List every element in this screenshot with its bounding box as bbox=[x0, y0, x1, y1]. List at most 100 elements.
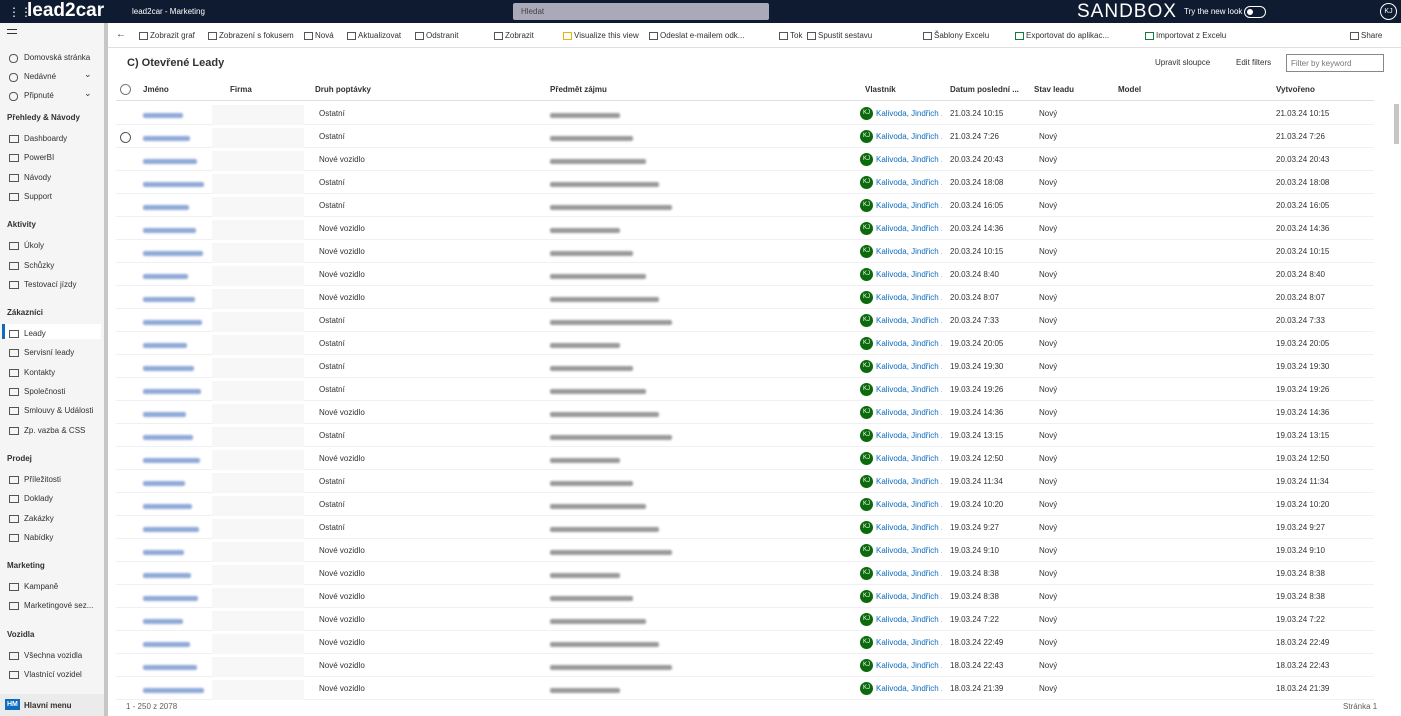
owner[interactable]: Kalivoda, Jindřich ... bbox=[876, 155, 942, 164]
name-blurred[interactable] bbox=[143, 389, 201, 394]
toolbar-button[interactable]: Aktualizovat bbox=[358, 31, 402, 40]
name-blurred[interactable] bbox=[143, 596, 198, 601]
name-blurred[interactable] bbox=[143, 619, 183, 624]
owner[interactable]: Kalivoda, Jindřich ... bbox=[876, 178, 942, 187]
name-blurred[interactable] bbox=[143, 504, 192, 509]
chevron[interactable]: ⌄ bbox=[84, 69, 92, 79]
name-blurred[interactable] bbox=[143, 665, 197, 670]
name-blurred[interactable] bbox=[143, 297, 195, 302]
hamburger[interactable] bbox=[7, 29, 17, 34]
nav-item[interactable]: Společnosti bbox=[24, 387, 66, 396]
name-blurred[interactable] bbox=[143, 458, 200, 463]
nav-item[interactable]: Support bbox=[24, 191, 53, 201]
name-blurred[interactable] bbox=[143, 228, 196, 233]
nav-item[interactable]: Kontakty bbox=[24, 367, 56, 377]
name-blurred[interactable] bbox=[143, 435, 193, 440]
nav-item[interactable]: Smlouvy & Události bbox=[24, 406, 94, 416]
toolbar-button[interactable]: Exportovat do aplikac... bbox=[1026, 31, 1110, 40]
name-blurred[interactable] bbox=[143, 573, 191, 578]
name-blurred[interactable] bbox=[143, 481, 185, 486]
nav-item[interactable]: Schůzky bbox=[24, 260, 55, 270]
name-blurred[interactable] bbox=[143, 136, 190, 141]
owner[interactable]: Kalivoda, Jindřich ... bbox=[876, 293, 942, 302]
nav-item[interactable]: Příležitosti bbox=[24, 474, 61, 484]
toolbar-button[interactable]: Odstranit bbox=[426, 31, 459, 40]
nav-item[interactable]: Nabídky bbox=[24, 532, 54, 542]
owner[interactable]: Kalivoda, Jindřich ... bbox=[876, 385, 942, 394]
owner[interactable]: Kalivoda, Jindřich ... bbox=[876, 546, 942, 555]
toolbar-button[interactable]: Spustit sestavu bbox=[818, 31, 873, 40]
column-header[interactable]: Předmět zájmu bbox=[550, 85, 607, 94]
edit-columns[interactable]: Upravit sloupce bbox=[1155, 58, 1211, 67]
column-header[interactable]: Firma bbox=[230, 85, 252, 94]
waffle[interactable]: ⋮⋮ bbox=[8, 5, 32, 19]
column-header[interactable]: Datum poslední ... bbox=[950, 85, 1019, 94]
toggle[interactable] bbox=[1244, 6, 1266, 18]
name-blurred[interactable] bbox=[143, 251, 203, 256]
nav-item[interactable]: Zakázky bbox=[24, 513, 54, 523]
owner[interactable]: Kalivoda, Jindřich ... bbox=[876, 592, 942, 601]
nav-item[interactable]: Připnuté bbox=[24, 91, 54, 100]
app-logo[interactable]: lead2car bbox=[27, 0, 105, 21]
owner[interactable]: Kalivoda, Jindřich ... bbox=[876, 684, 942, 693]
owner[interactable]: Kalivoda, Jindřich ... bbox=[876, 454, 942, 463]
owner[interactable]: Kalivoda, Jindřich ... bbox=[876, 615, 942, 624]
toolbar-button[interactable]: Share bbox=[1361, 31, 1383, 40]
nav-item[interactable]: Návody bbox=[24, 172, 52, 182]
owner[interactable]: Kalivoda, Jindřich ... bbox=[876, 224, 942, 233]
name-blurred[interactable] bbox=[143, 688, 204, 693]
name-blurred[interactable] bbox=[143, 205, 189, 210]
nav-item[interactable]: Dashboardy bbox=[24, 134, 68, 143]
name-blurred[interactable] bbox=[143, 274, 188, 279]
column-header[interactable]: Vlastník bbox=[865, 85, 896, 94]
area-label[interactable]: Hlavní menu bbox=[24, 701, 72, 710]
nav-item[interactable]: PowerBI bbox=[24, 153, 55, 163]
owner[interactable]: Kalivoda, Jindřich ... bbox=[876, 661, 942, 670]
owner[interactable]: Kalivoda, Jindřich ... bbox=[876, 408, 942, 417]
owner[interactable]: Kalivoda, Jindřich ... bbox=[876, 109, 942, 118]
name-blurred[interactable] bbox=[143, 527, 199, 532]
name-blurred[interactable] bbox=[143, 642, 190, 647]
nav-item[interactable]: Servisní leady bbox=[24, 348, 75, 358]
name-blurred[interactable] bbox=[143, 113, 183, 118]
name-blurred[interactable] bbox=[143, 412, 186, 417]
owner[interactable]: Kalivoda, Jindřich ... bbox=[876, 569, 942, 578]
owner[interactable]: Kalivoda, Jindřich ... bbox=[876, 201, 942, 210]
toolbar-button[interactable]: Šablony Excelu bbox=[934, 31, 990, 40]
search-box[interactable]: Hledat bbox=[513, 3, 769, 20]
owner[interactable]: Kalivoda, Jindřich ... bbox=[876, 638, 942, 647]
owner[interactable]: Kalivoda, Jindřich ... bbox=[876, 523, 942, 532]
column-header[interactable]: Druh poptávky bbox=[315, 85, 372, 94]
toolbar-button[interactable]: Importovat z Excelu bbox=[1156, 31, 1227, 40]
nav-item[interactable]: Kampaně bbox=[24, 582, 59, 592]
nav-item[interactable]: Úkoly bbox=[24, 241, 45, 251]
avatar[interactable]: KJ bbox=[1380, 3, 1397, 20]
owner[interactable]: Kalivoda, Jindřich ... bbox=[876, 362, 942, 371]
owner[interactable]: Kalivoda, Jindřich ... bbox=[876, 247, 942, 256]
nav-item[interactable]: Marketingové sez... bbox=[24, 601, 94, 611]
owner[interactable]: Kalivoda, Jindřich ... bbox=[876, 339, 942, 348]
owner[interactable]: Kalivoda, Jindřich ... bbox=[876, 270, 942, 279]
row-check[interactable] bbox=[120, 132, 131, 143]
owner[interactable]: Kalivoda, Jindřich ... bbox=[876, 477, 942, 486]
nav-item[interactable]: Nedávné bbox=[24, 72, 57, 81]
toolbar-button[interactable]: Nová bbox=[315, 31, 334, 40]
toolbar-button[interactable]: Tok bbox=[790, 31, 803, 40]
toolbar-button[interactable]: Zobrazit graf bbox=[150, 31, 195, 40]
toolbar-button[interactable]: Visualize this view bbox=[574, 31, 639, 40]
toolbar-button[interactable]: Zobrazit bbox=[505, 31, 534, 40]
owner[interactable]: Kalivoda, Jindřich ... bbox=[876, 316, 942, 325]
owner[interactable]: Kalivoda, Jindřich ... bbox=[876, 500, 942, 509]
column-header[interactable]: Stav leadu bbox=[1034, 85, 1075, 94]
nav-item[interactable]: Zp. vazba & CSS bbox=[24, 425, 86, 435]
edit-filters[interactable]: Edit filters bbox=[1236, 58, 1272, 67]
view-title[interactable]: C) Otevřené Leady bbox=[127, 57, 225, 69]
chevron[interactable]: ⌄ bbox=[84, 88, 92, 98]
toolbar-button[interactable]: Odeslat e-mailem odk... bbox=[660, 31, 745, 40]
filter-box[interactable]: Filter by keyword bbox=[1286, 54, 1384, 72]
select-all[interactable] bbox=[120, 84, 131, 95]
name-blurred[interactable] bbox=[143, 366, 194, 371]
nav-item[interactable]: Doklady bbox=[24, 494, 53, 504]
toolbar-button[interactable]: Zobrazení s fokusem bbox=[219, 31, 294, 40]
name-blurred[interactable] bbox=[143, 320, 202, 325]
